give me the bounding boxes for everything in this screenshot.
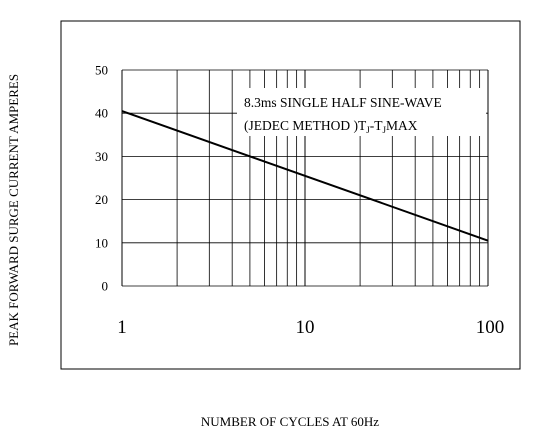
y-axis-label: PEAK FORWARD SURGE CURRENT AMPERES	[6, 74, 21, 346]
y-tick-label: 50	[95, 63, 108, 78]
annotation-sub-2: J	[383, 125, 387, 135]
annotation-suffix: MAX	[386, 118, 418, 133]
annotation-background	[237, 88, 486, 136]
x-tick-label: 100	[476, 317, 505, 338]
y-tick-label: 0	[102, 279, 109, 294]
annotation-line-1: 8.3ms SINGLE HALF SINE-WAVE	[244, 95, 442, 110]
y-tick-label: 10	[95, 235, 108, 250]
y-tick-label: 20	[95, 192, 108, 207]
annotation-dash: -T	[370, 118, 383, 133]
x-tick-label: 1	[117, 317, 127, 338]
y-tick-label: 30	[95, 149, 108, 164]
annotation-sub-1: J	[366, 125, 370, 135]
annotation-prefix: (JEDEC METHOD )T	[244, 118, 367, 133]
series	[121, 110, 489, 242]
x-tick-label: 10	[296, 317, 315, 338]
x-axis-label: NUMBER OF CYCLES AT 60Hz	[201, 414, 379, 429]
annotation-line-2: (JEDEC METHOD )TJ-TJMAX	[244, 118, 418, 135]
series-line-0	[121, 110, 489, 242]
y-tick-label: 40	[95, 106, 108, 121]
legend-box	[237, 88, 486, 136]
chart-frame	[60, 20, 521, 370]
tick-labels: 0 10 20 30 40 50 1 10 100	[95, 63, 504, 339]
